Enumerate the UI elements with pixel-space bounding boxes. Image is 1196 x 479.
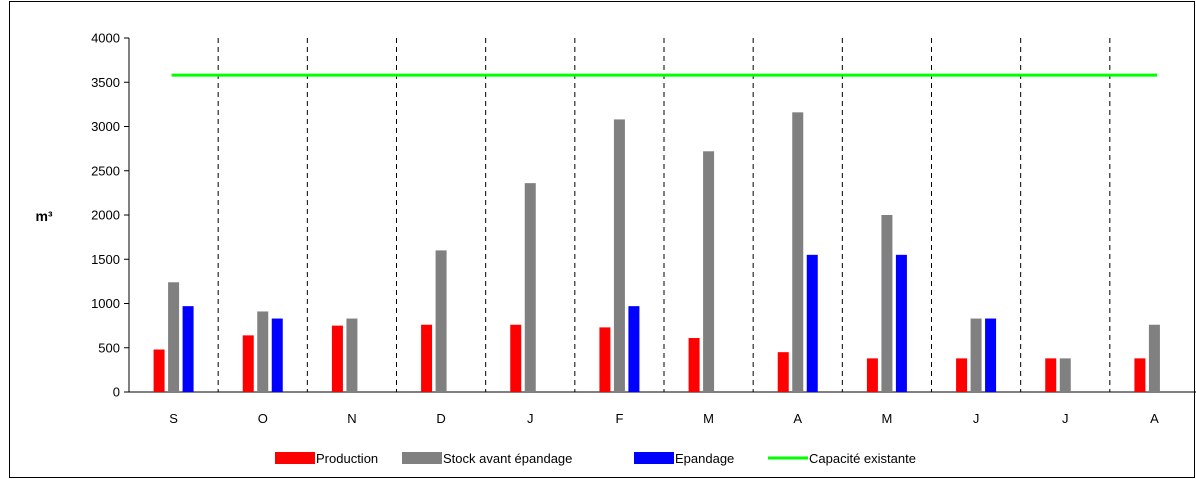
bar-epandage [806, 254, 818, 392]
x-tick-label: A [1150, 411, 1159, 426]
bar-stock-avant-pandage [524, 183, 536, 392]
bar-epandage [182, 306, 194, 392]
legend-swatch [402, 452, 442, 464]
y-tick-label: 0 [113, 385, 120, 400]
x-tick-label: F [615, 411, 623, 426]
legend-swatch [634, 452, 674, 464]
y-tick-label: 2500 [91, 163, 120, 178]
bar-production [1134, 358, 1146, 392]
y-tick-label: 1000 [91, 296, 120, 311]
x-tick-label: J [973, 411, 980, 426]
bar-production [956, 358, 968, 392]
bar-epandage [271, 318, 283, 392]
legend-label: Production [316, 451, 378, 466]
bar-epandage [895, 254, 907, 392]
legend-swatch [275, 452, 315, 464]
x-tick-label: D [436, 411, 445, 426]
bar-production [599, 327, 611, 392]
x-tick-label: M [703, 411, 714, 426]
y-tick-label: 500 [98, 340, 120, 355]
legend-label: Epandage [675, 451, 734, 466]
bar-production [510, 324, 522, 392]
bar-production [866, 358, 878, 392]
bar-stock-avant-pandage [257, 311, 269, 392]
y-tick-label: 1500 [91, 252, 120, 267]
bar-stock-avant-pandage [1148, 324, 1160, 392]
legend-label: Stock avant épandage [443, 451, 572, 466]
bar-stock-avant-pandage [1059, 358, 1071, 392]
bar-epandage [628, 306, 640, 392]
bar-production [1045, 358, 1057, 392]
bar-stock-avant-pandage [168, 282, 180, 392]
y-tick-label: 3500 [91, 75, 120, 90]
x-tick-label: J [527, 411, 534, 426]
y-tick-label: 3000 [91, 119, 120, 134]
bar-production [421, 324, 433, 392]
bar-stock-avant-pandage [792, 112, 804, 392]
legend-label: Capacité existante [809, 451, 916, 466]
chart-frame [9, 1, 1195, 478]
x-tick-label: O [258, 411, 268, 426]
bar-production [688, 338, 700, 392]
bar-stock-avant-pandage [435, 250, 447, 392]
bar-production [331, 325, 343, 392]
bar-production [777, 352, 789, 392]
bar-production [153, 349, 165, 392]
bar-production [242, 335, 254, 392]
x-tick-label: M [881, 411, 892, 426]
bar-stock-avant-pandage [346, 318, 358, 392]
x-tick-label: N [347, 411, 356, 426]
y-tick-label: 2000 [91, 208, 120, 223]
y-tick-label: 4000 [91, 31, 120, 46]
bar-epandage [985, 318, 997, 392]
bar-stock-avant-pandage [881, 215, 893, 392]
bar-stock-avant-pandage [613, 119, 625, 393]
bar-stock-avant-pandage [703, 151, 715, 392]
bar-stock-avant-pandage [970, 318, 982, 392]
x-tick-label: J [1062, 411, 1069, 426]
x-tick-label: S [169, 411, 178, 426]
x-tick-label: A [793, 411, 802, 426]
y-axis-label: m³ [35, 208, 52, 224]
